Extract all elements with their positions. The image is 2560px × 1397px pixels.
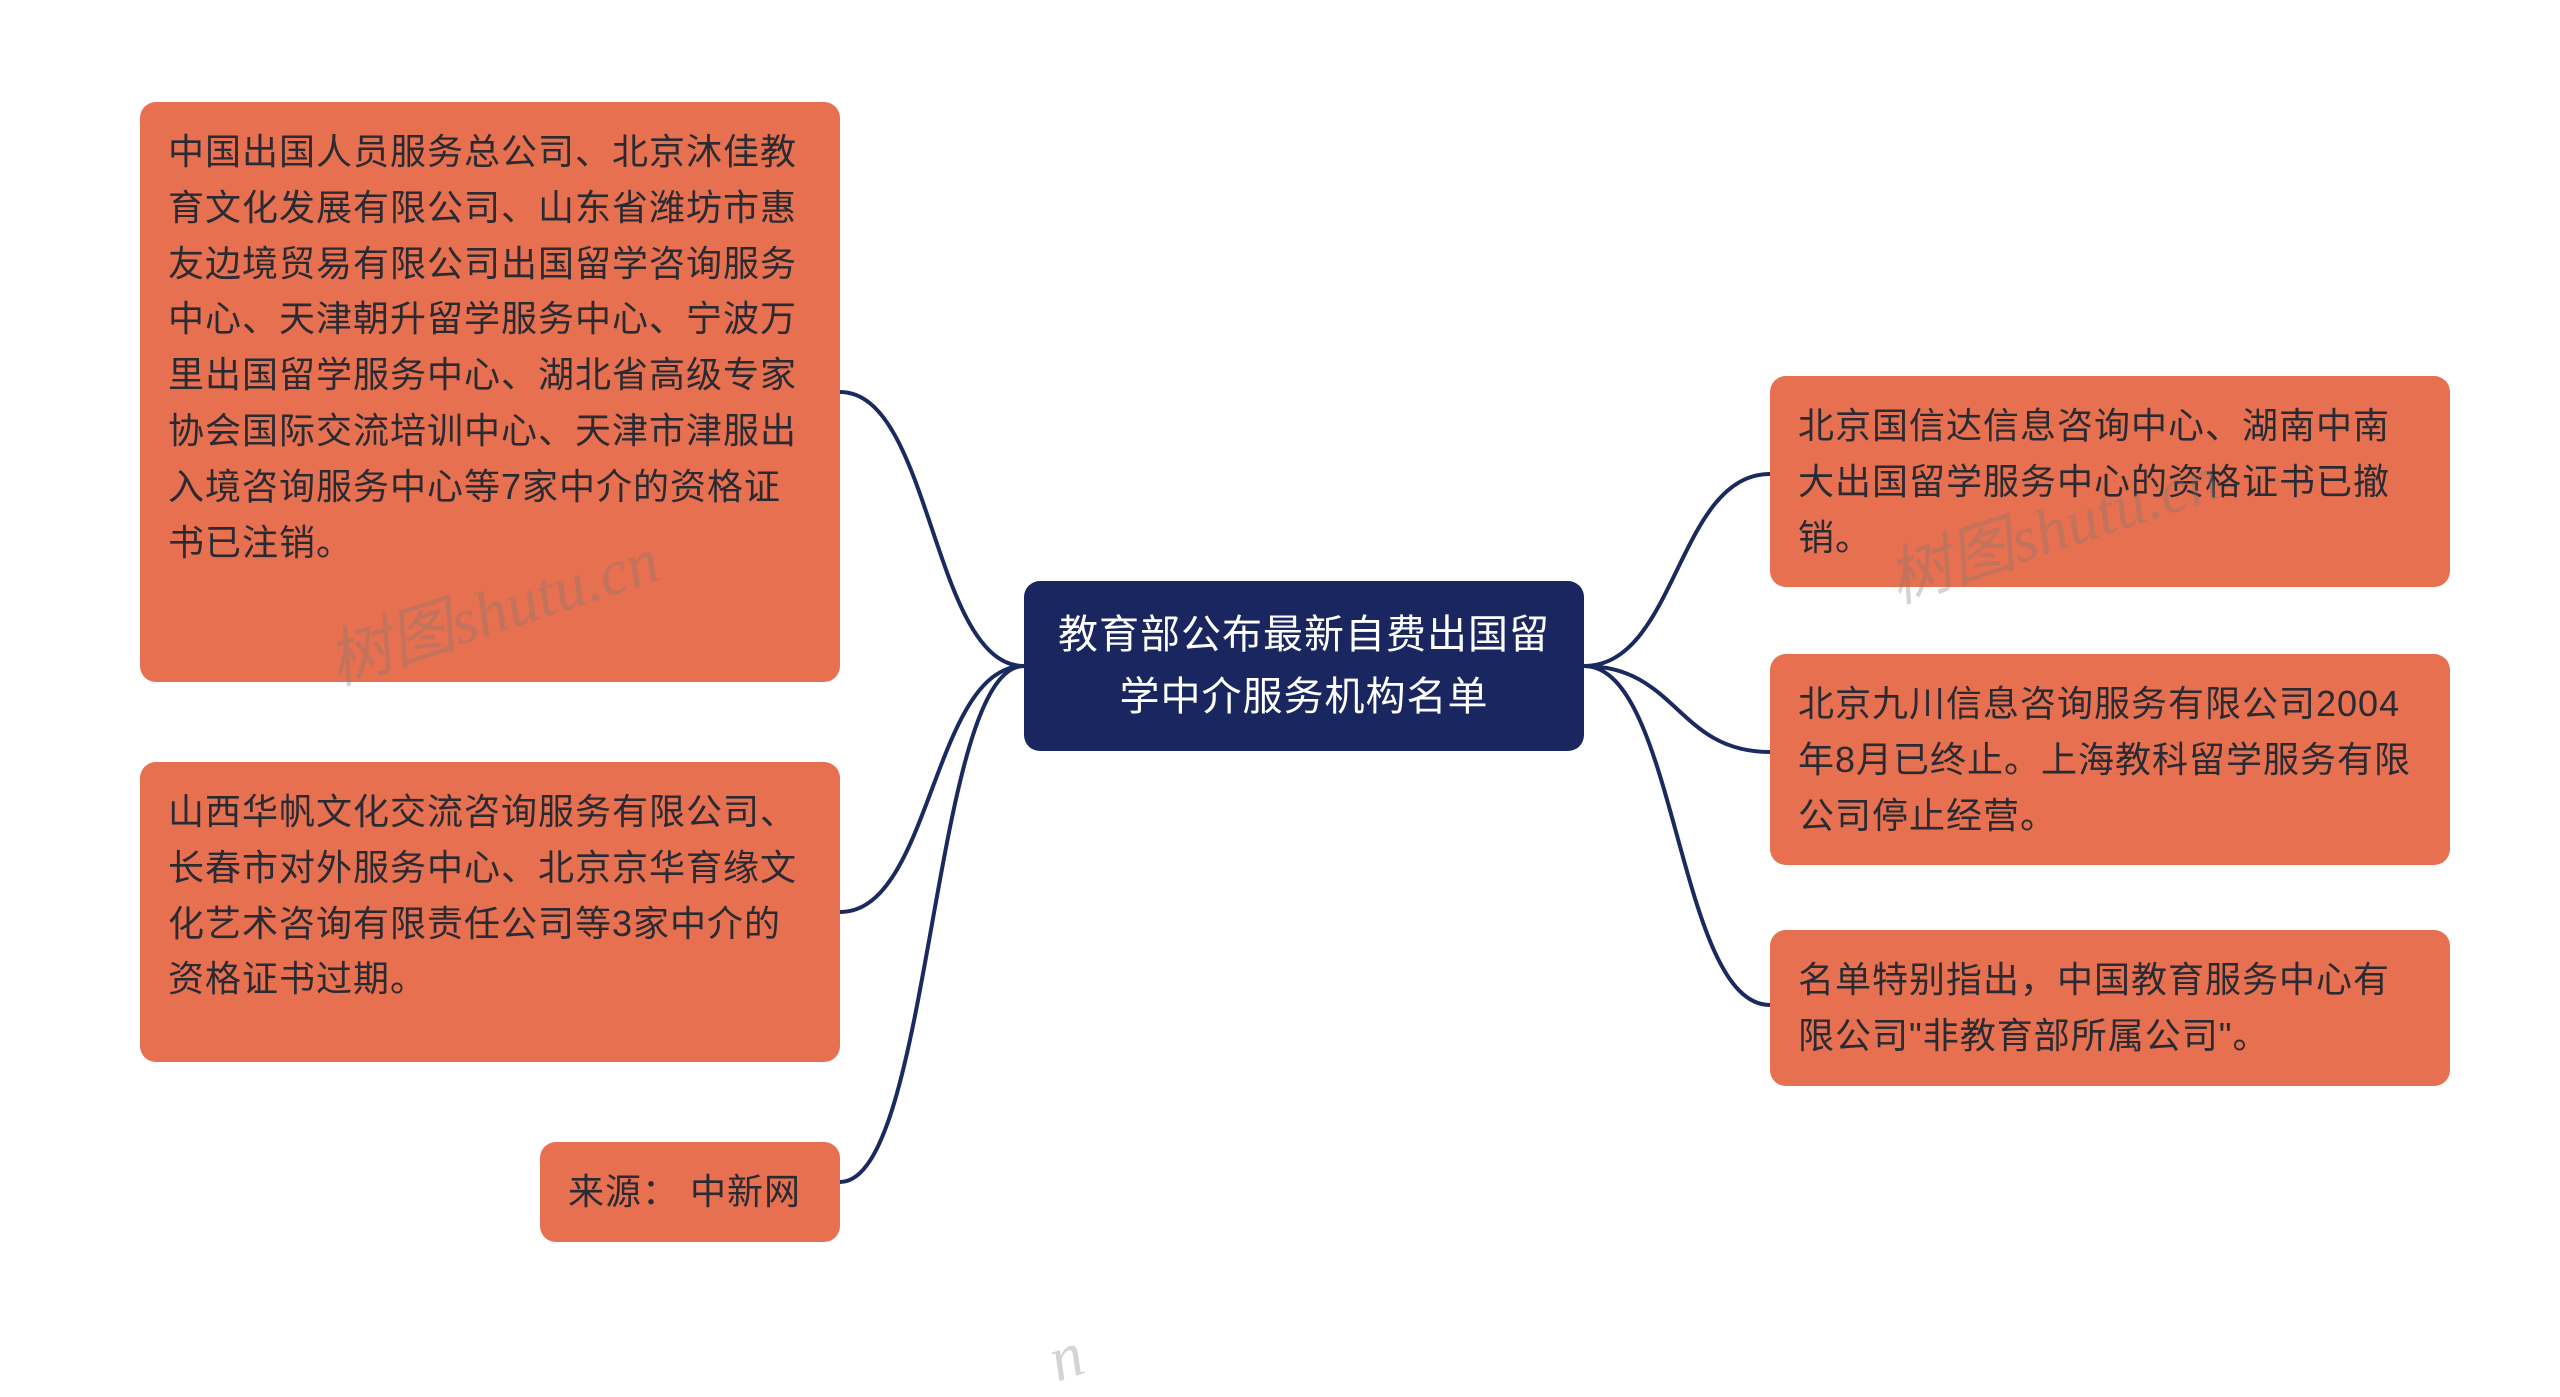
right-node-1: 北京九川信息咨询服务有限公司2004年8月已终止。上海教科留学服务有限公司停止经…: [1770, 654, 2450, 865]
left-node-1: 山西华帆文化交流咨询服务有限公司、长春市对外服务中心、北京京华育缘文化艺术咨询有…: [140, 762, 840, 1062]
left-node-1-text: 山西华帆文化交流咨询服务有限公司、长春市对外服务中心、北京京华育缘文化艺术咨询有…: [168, 791, 797, 999]
right-node-0-text: 北京国信达信息咨询中心、湖南中南大出国留学服务中心的资格证书已撤销。: [1798, 405, 2390, 558]
left-node-2: 来源： 中新网: [540, 1142, 840, 1242]
left-node-0-text: 中国出国人员服务总公司、北京沐佳教育文化发展有限公司、山东省潍坊市惠友边境贸易有…: [168, 131, 797, 563]
right-node-0: 北京国信达信息咨询中心、湖南中南大出国留学服务中心的资格证书已撤销。: [1770, 376, 2450, 587]
mindmap-canvas: 教育部公布最新自费出国留学中介服务机构名单 中国出国人员服务总公司、北京沐佳教育…: [0, 0, 2560, 1361]
watermark-2: n: [1039, 1317, 1092, 1397]
left-node-0: 中国出国人员服务总公司、北京沐佳教育文化发展有限公司、山东省潍坊市惠友边境贸易有…: [140, 102, 840, 682]
center-node: 教育部公布最新自费出国留学中介服务机构名单: [1024, 581, 1584, 751]
right-node-2: 名单特别指出，中国教育服务中心有限公司"非教育部所属公司"。: [1770, 930, 2450, 1086]
left-node-2-text: 来源： 中新网: [568, 1171, 801, 1212]
center-node-text: 教育部公布最新自费出国留学中介服务机构名单: [1052, 604, 1556, 728]
right-node-1-text: 北京九川信息咨询服务有限公司2004年8月已终止。上海教科留学服务有限公司停止经…: [1798, 683, 2411, 836]
right-node-2-text: 名单特别指出，中国教育服务中心有限公司"非教育部所属公司"。: [1798, 959, 2390, 1056]
